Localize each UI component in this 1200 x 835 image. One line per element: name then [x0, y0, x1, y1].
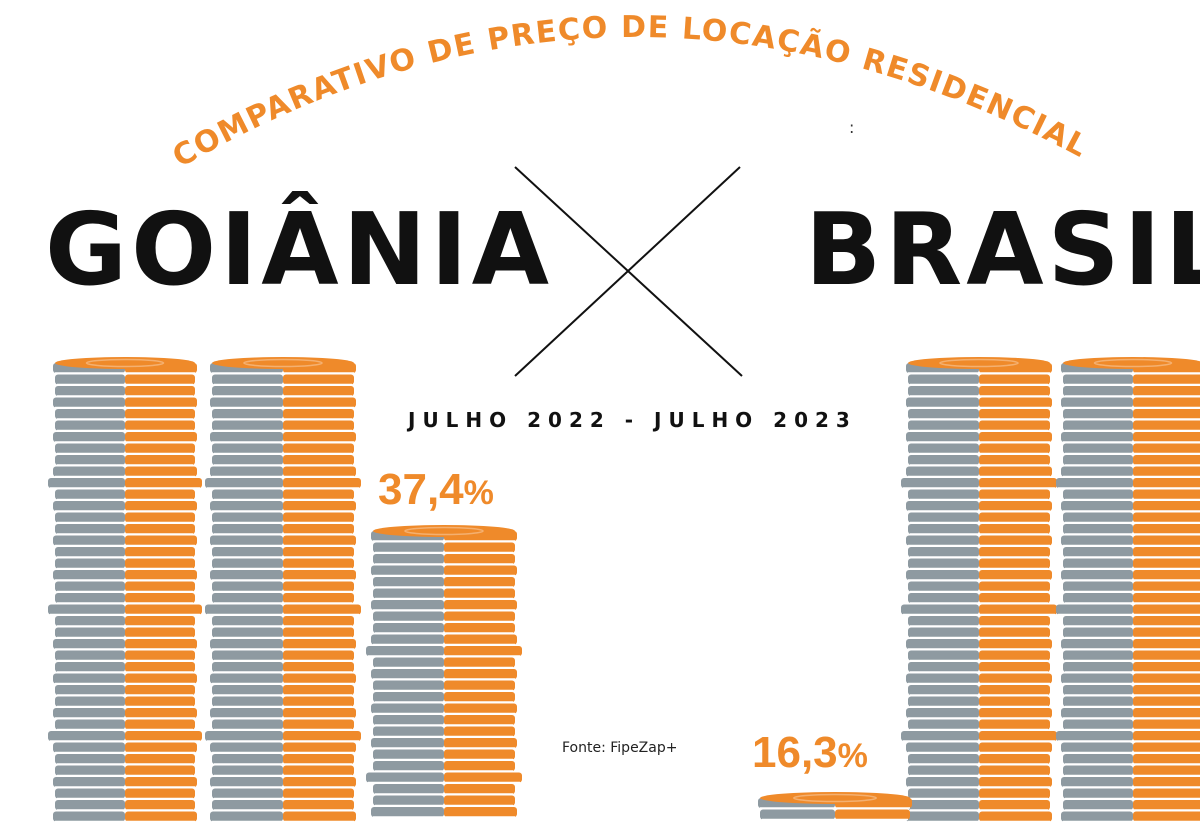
versus-cross-icon: [514, 166, 743, 377]
source-note: Fonte: FipeZap+: [562, 740, 678, 756]
right-city-label: BRASIL: [805, 191, 1200, 308]
coin-stack-goiania-3: [366, 525, 522, 818]
percent-sign: %: [463, 474, 494, 512]
svg-text:COMPARATIVO DE PREÇO DE LOCAÇÃ: COMPARATIVO DE PREÇO DE LOCAÇÃO RESIDENC…: [167, 10, 1094, 175]
colon-mark: :: [849, 118, 855, 137]
coin-stack-goiania-1: [48, 357, 202, 823]
value-number: 16,3: [752, 728, 838, 777]
value-number: 37,4: [378, 465, 464, 514]
coin-stack-brasil-2: [1056, 357, 1200, 823]
left-city-label: GOIÂNIA: [45, 191, 553, 308]
date-range: JULHO 2022 - JULHO 2023: [408, 408, 857, 432]
brasil-value-label: 16,3%: [752, 728, 868, 778]
goiania-value-label: 37,4%: [378, 465, 494, 515]
title-text: COMPARATIVO DE PREÇO DE LOCAÇÃO RESIDENC…: [167, 10, 1093, 175]
chart-title: COMPARATIVO DE PREÇO DE LOCAÇÃO RESIDENC…: [167, 10, 1094, 175]
coin-stack-brasil-1: [901, 357, 1057, 823]
coin-stack-brasil-3: [758, 792, 912, 821]
coin-stack-goiania-2: [205, 357, 361, 823]
percent-sign: %: [837, 737, 868, 775]
